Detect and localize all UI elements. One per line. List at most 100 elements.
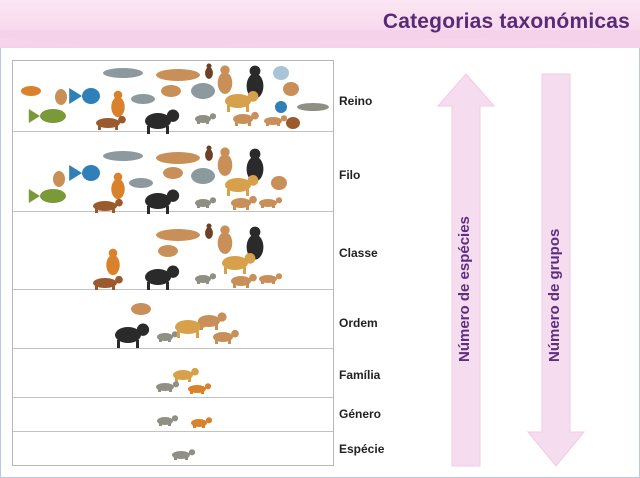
dog-icon-leg xyxy=(246,283,249,288)
cat-icon-head xyxy=(188,449,196,456)
lion-icon-leg xyxy=(227,105,230,112)
dog-icon-leg xyxy=(261,280,264,284)
turtle-icon xyxy=(191,83,215,99)
rank-label-genero: Género xyxy=(339,407,382,421)
page-title: Categorias taxonómicas xyxy=(382,10,630,33)
seal-icon xyxy=(129,178,153,188)
bird-icon xyxy=(55,89,67,105)
monkey-icon xyxy=(205,67,213,79)
fish-icon-tail xyxy=(69,88,82,104)
otter-icon-leg xyxy=(95,208,98,213)
shark-icon xyxy=(103,68,143,78)
groups-axis-label: Número de grupos xyxy=(546,228,563,362)
bird-icon xyxy=(161,85,181,97)
seal-icon xyxy=(131,94,155,104)
kangaroo-icon xyxy=(111,96,125,118)
otter-icon xyxy=(93,201,117,211)
bird-icon xyxy=(53,171,65,187)
fish-icon xyxy=(40,189,66,203)
fish-icon xyxy=(40,109,66,123)
bird-icon xyxy=(163,167,183,179)
human-icon xyxy=(217,154,233,176)
cat-icon-leg xyxy=(197,280,200,284)
dog-icon-leg xyxy=(235,121,238,126)
cat-icon-head xyxy=(171,331,179,338)
bear-icon-leg xyxy=(147,126,150,134)
rank-label-especie: Espécie xyxy=(339,442,385,456)
cat-icon-leg xyxy=(169,388,172,392)
fish-icon-tail xyxy=(28,109,40,123)
lion-icon xyxy=(222,256,248,270)
human-icon-head xyxy=(220,225,230,235)
otter-icon-leg xyxy=(115,125,118,130)
cat-icon-leg xyxy=(206,280,209,284)
lion-icon-leg xyxy=(196,331,199,338)
lion-icon-head xyxy=(217,312,227,322)
lion-icon-leg xyxy=(224,267,227,274)
species-arrow xyxy=(436,73,496,467)
cat-icon-leg xyxy=(159,338,162,342)
dog-icon-leg xyxy=(233,283,236,288)
lion-icon xyxy=(198,315,220,327)
monkey-icon-head xyxy=(206,145,212,151)
cat-icon-head xyxy=(172,381,180,388)
human-icon xyxy=(217,72,233,94)
dog-icon-leg xyxy=(272,280,275,284)
kangaroo-icon-head xyxy=(113,90,123,100)
fish-icon-tail xyxy=(28,189,40,203)
dog-icon-leg xyxy=(277,122,280,126)
dog-icon-leg xyxy=(248,121,251,126)
bear-icon-head xyxy=(166,189,180,202)
tiger-icon-head xyxy=(205,417,213,424)
bird-icon xyxy=(273,66,289,80)
dolphin-icon xyxy=(156,69,200,81)
lion-icon xyxy=(225,178,251,192)
taxonomy-panel xyxy=(12,60,334,466)
bear-icon-leg xyxy=(166,282,169,290)
dog-icon-leg xyxy=(246,205,249,210)
bear-icon-leg xyxy=(147,206,150,214)
row-divider xyxy=(13,289,333,290)
animals-illustration xyxy=(21,63,329,460)
lion-icon-leg xyxy=(215,324,218,330)
cat-icon-leg xyxy=(206,120,209,124)
kangaroo-icon xyxy=(111,178,125,200)
chimpanzee-icon xyxy=(246,156,264,182)
human-icon xyxy=(217,232,233,254)
dog-icon-leg xyxy=(233,205,236,210)
dog-icon-leg xyxy=(228,339,231,344)
cat-icon-leg xyxy=(185,456,188,460)
bear-icon-leg xyxy=(136,340,139,348)
row-divider xyxy=(13,431,333,432)
cat-icon-leg xyxy=(158,388,161,392)
otter-icon-leg xyxy=(98,125,101,130)
dolphin-icon xyxy=(156,229,200,241)
otter-icon xyxy=(96,118,120,128)
frog-icon xyxy=(283,82,299,96)
lion-icon-leg xyxy=(243,267,246,274)
otter-icon xyxy=(93,278,117,288)
tiger-icon-leg xyxy=(202,424,205,428)
kangaroo-icon xyxy=(106,254,120,276)
dog-icon-head xyxy=(251,111,259,120)
row-divider xyxy=(13,211,333,212)
chimpanzee-icon-head xyxy=(249,148,261,160)
lion-icon-leg xyxy=(200,324,203,330)
cat-icon-leg xyxy=(159,422,162,426)
dog-icon-head xyxy=(231,329,239,338)
fish-icon-tail xyxy=(69,165,82,181)
dog-icon-head xyxy=(275,273,283,280)
chimpanzee-icon-head xyxy=(249,226,261,238)
row-divider xyxy=(13,348,333,349)
lion-icon xyxy=(225,94,251,108)
lion-icon-leg xyxy=(246,189,249,196)
cat-icon-leg xyxy=(197,204,200,208)
lion-icon xyxy=(175,320,201,334)
rank-label-filo: Filo xyxy=(339,168,361,182)
rank-label-classe: Classe xyxy=(339,246,378,260)
bird-icon xyxy=(158,245,178,257)
otter-icon-head xyxy=(115,198,123,207)
bear-icon xyxy=(115,327,141,343)
dog-icon-leg xyxy=(215,339,218,344)
tiger-icon-leg xyxy=(193,424,196,428)
